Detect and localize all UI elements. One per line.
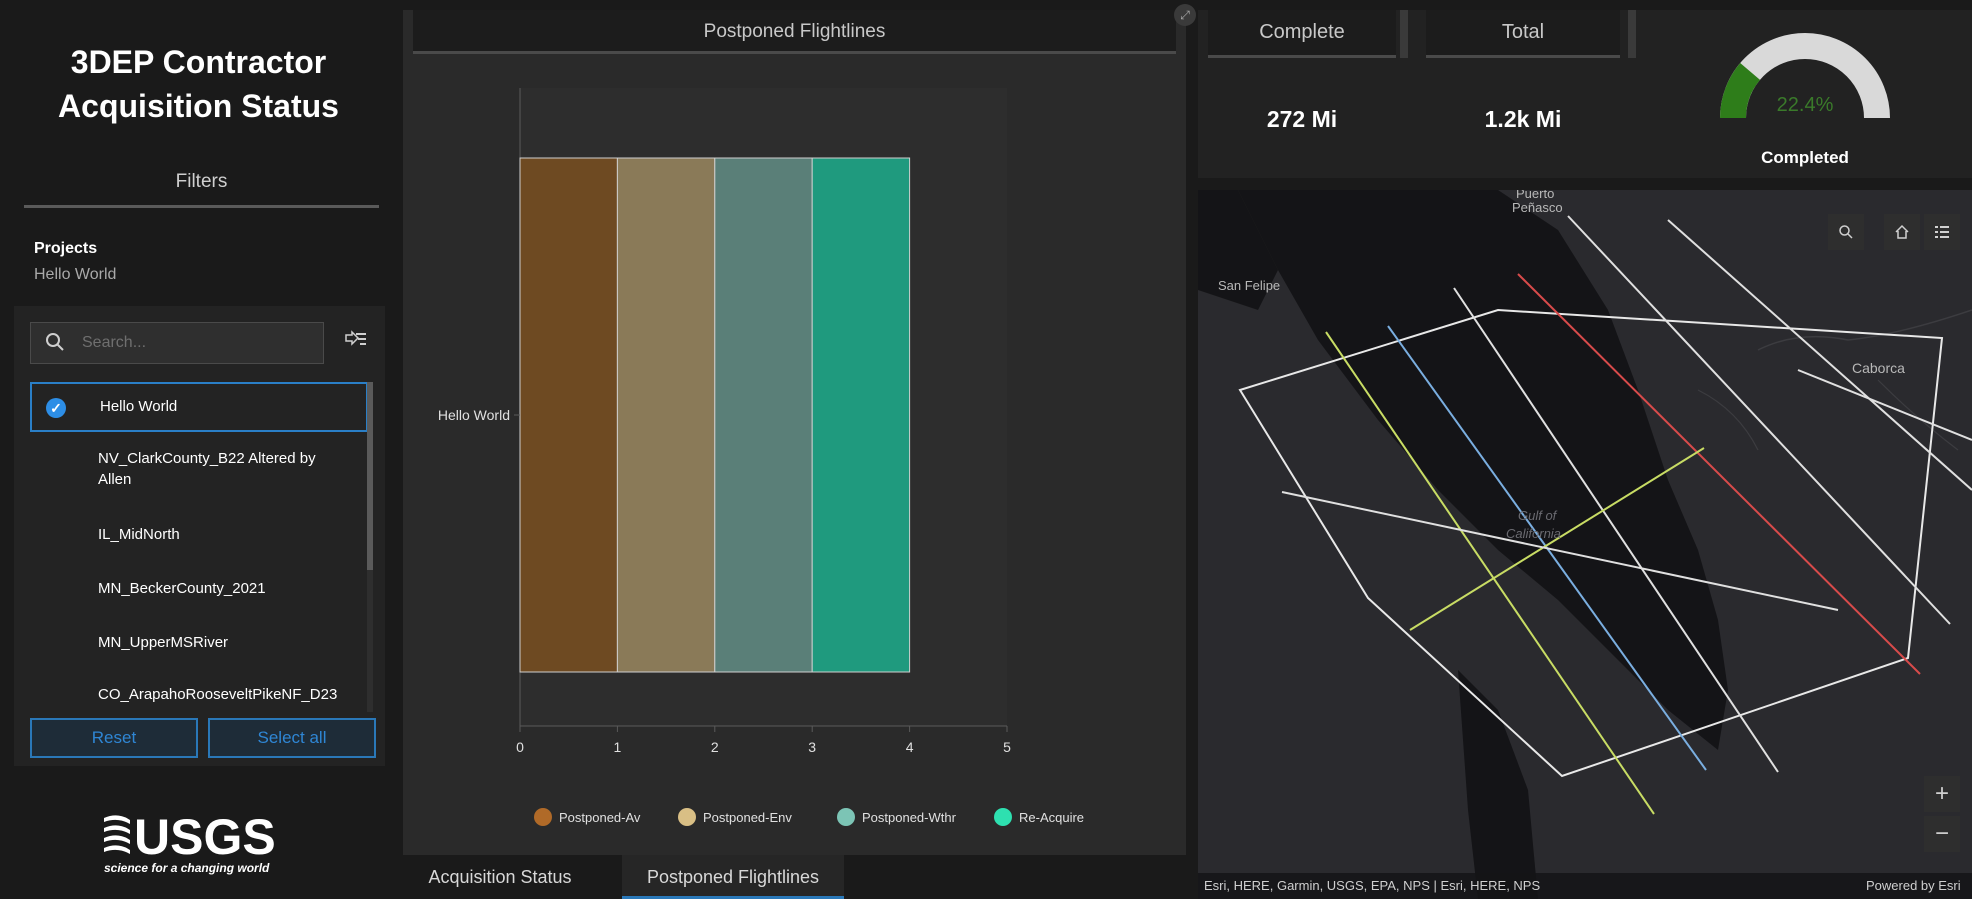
x-tick-label: 5 xyxy=(1003,739,1011,755)
list-item-hello-world[interactable]: Hello World xyxy=(30,382,368,432)
total-card-header: Total xyxy=(1426,10,1620,58)
map-label-penasco: Peñasco xyxy=(1512,200,1563,215)
check-icon: ✓ xyxy=(46,398,66,418)
list-item-label: CO_ArapahoRooseveltPikeNF_D23 xyxy=(98,686,338,703)
card-divider xyxy=(1628,10,1636,58)
dashboard-title: 3DEP Contractor Acquisition Status xyxy=(0,40,397,128)
bar-postponed-av xyxy=(519,157,618,673)
completion-gauge xyxy=(1720,33,1890,118)
map-search-button[interactable] xyxy=(1828,214,1864,250)
list-item-co-arapaho[interactable]: CO_ArapahoRooseveltPikeNF_D23 xyxy=(30,684,368,705)
list-item-mn-beckercounty[interactable]: MN_BeckerCounty_2021 xyxy=(30,578,368,599)
x-tick-label: 2 xyxy=(711,739,719,755)
legend-swatch xyxy=(837,808,855,826)
list-item-label: Hello World xyxy=(100,398,178,415)
logo-tagline: science for a changing world xyxy=(104,861,270,875)
logo-wordmark: USGS xyxy=(134,810,276,865)
tab-acquisition-status[interactable]: Acquisition Status xyxy=(428,867,572,887)
map-label-caborca: Caborca xyxy=(1852,360,1905,376)
legend-swatch xyxy=(534,808,552,826)
chart-panel-header: Postponed Flightlines xyxy=(413,10,1176,54)
list-item-label-cont: Allen xyxy=(98,471,132,488)
list-item-label: IL_MidNorth xyxy=(98,526,180,543)
map-label-gulf: Gulf of xyxy=(1518,508,1557,523)
search-icon xyxy=(1839,225,1853,239)
x-tick-label: 3 xyxy=(808,739,816,755)
map-canvas[interactable] xyxy=(1198,190,1972,899)
legend-label: Postponed-Env xyxy=(703,810,792,825)
card-divider xyxy=(1400,10,1408,58)
map-label-san-felipe: San Felipe xyxy=(1218,278,1281,293)
list-item-nv-clarkcounty[interactable]: NV_ClarkCounty_B22 Altered by Allen xyxy=(30,448,368,490)
search-input[interactable] xyxy=(70,323,320,363)
gauge-percent: 22.4% xyxy=(1776,94,1834,116)
map-home-button[interactable] xyxy=(1884,214,1920,250)
stacked-bar-chart: Hello World 0 1 2 3 4 5 Postponed-Av Postponed-E… xyxy=(438,88,1084,826)
x-tick-label: 1 xyxy=(614,739,622,755)
attribution-bar xyxy=(1198,873,1972,899)
list-item-label: MN_BeckerCounty_2021 xyxy=(98,580,266,597)
legend-swatch xyxy=(994,808,1012,826)
list-item-mn-uppermsriver[interactable]: MN_UpperMSRiver xyxy=(30,632,368,653)
list-scrollbar-thumb[interactable] xyxy=(367,382,373,570)
projects-selected-value: Hello World xyxy=(34,266,117,283)
powered-by-esri[interactable]: Powered by Esri xyxy=(1866,878,1961,893)
legend-label: Postponed-Av xyxy=(559,810,641,825)
list-item-il-midnorth[interactable]: IL_MidNorth xyxy=(30,524,368,545)
list-item-label: NV_ClarkCounty_B22 Altered by xyxy=(98,450,316,467)
map-view[interactable]: Puerto Peñasco San Felipe Caborca Gulf o… xyxy=(1198,190,1972,899)
legend-swatch xyxy=(678,808,696,826)
zoom-out-button[interactable]: − xyxy=(1924,816,1960,852)
bar-postponed-wthr xyxy=(714,157,813,673)
map-attribution: Esri, HERE, Garmin, USGS, EPA, NPS | Esr… xyxy=(1204,878,1541,893)
reset-button[interactable]: Reset xyxy=(30,718,198,758)
map-label-puerto: Puerto xyxy=(1516,190,1555,201)
projects-label: Projects xyxy=(34,240,98,257)
tab-postponed-flightlines[interactable]: Postponed Flightlines xyxy=(622,855,844,899)
legend-label: Postponed-Wthr xyxy=(862,810,957,825)
x-tick-label: 4 xyxy=(906,739,914,755)
gauge-label: Completed xyxy=(1761,148,1849,167)
usgs-logo: USGS science for a changing world xyxy=(100,809,300,880)
list-icon xyxy=(1935,226,1949,238)
category-label: Hello World xyxy=(438,407,510,423)
total-value: 1.2k Mi xyxy=(1484,106,1562,132)
title-line-2: Acquisition Status xyxy=(58,88,339,124)
filter-options-icon[interactable] xyxy=(344,330,368,352)
bar-postponed-env xyxy=(616,157,716,673)
x-tick-label: 0 xyxy=(516,739,524,755)
map-legend-button[interactable] xyxy=(1924,214,1960,250)
select-all-button[interactable]: Select all xyxy=(208,718,376,758)
filters-header: Filters xyxy=(24,171,379,208)
complete-value: 272 Mi xyxy=(1266,106,1338,132)
zoom-in-button[interactable]: + xyxy=(1924,776,1960,812)
title-line-1: 3DEP Contractor xyxy=(70,44,327,80)
legend-label: Re-Acquire xyxy=(1019,810,1084,825)
map-label-california: California xyxy=(1506,526,1561,541)
complete-card-header: Complete xyxy=(1208,10,1396,58)
expand-panel-icon[interactable]: ⤢ xyxy=(1174,4,1196,26)
list-item-label: MN_UpperMSRiver xyxy=(98,634,229,651)
bar-re-acquire xyxy=(811,157,911,673)
search-icon xyxy=(46,333,64,351)
gauge-fill xyxy=(1720,63,1761,118)
home-icon xyxy=(1895,224,1909,239)
